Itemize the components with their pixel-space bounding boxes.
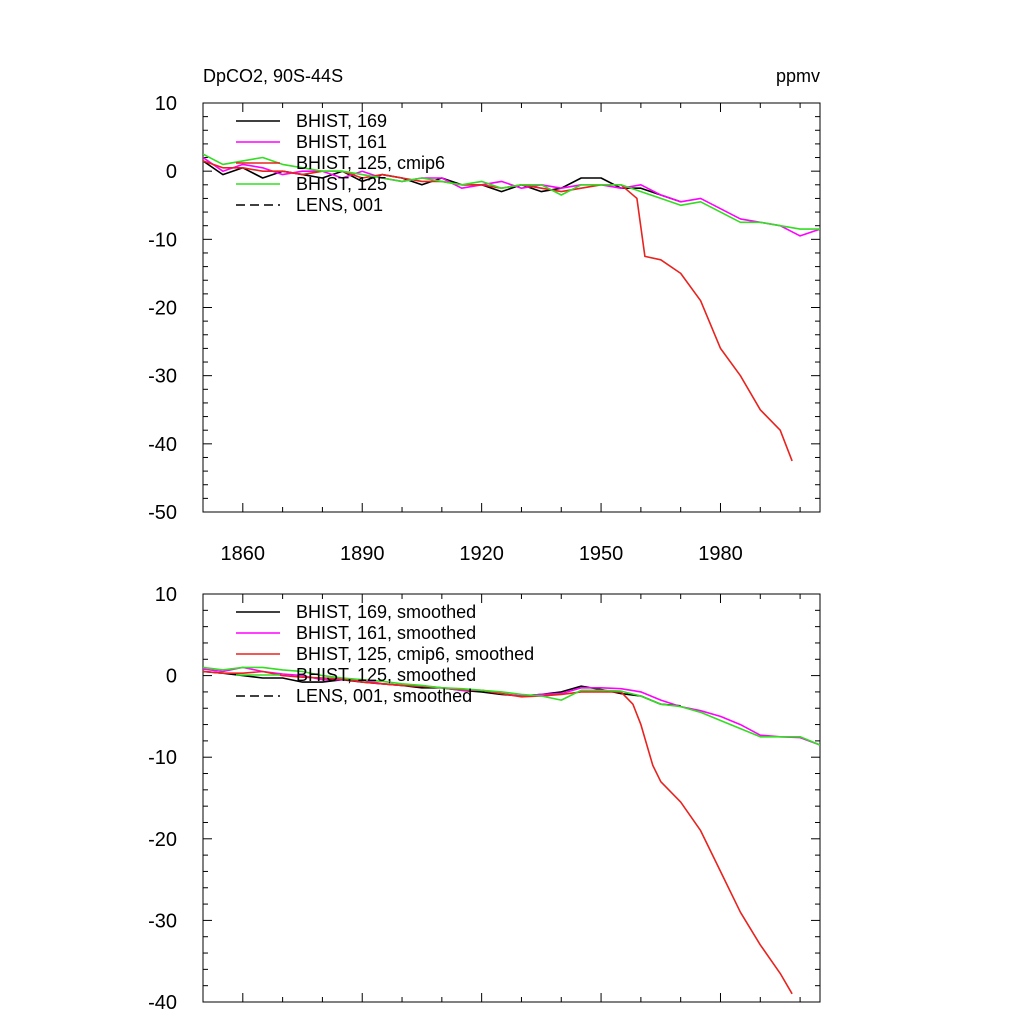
y-tick-label: -30 bbox=[148, 910, 177, 932]
x-tick-label: 1950 bbox=[579, 543, 624, 565]
legend-label: BHIST, 125, cmip6, smoothed bbox=[296, 644, 534, 664]
plot-frame bbox=[202, 593, 821, 1003]
y-tick-label: -10 bbox=[148, 229, 177, 251]
series-line-4 bbox=[203, 666, 820, 746]
y-tick-label: -20 bbox=[148, 829, 177, 851]
legend-label: BHIST, 161, smoothed bbox=[296, 623, 476, 643]
series-line-3 bbox=[203, 670, 793, 995]
y-tick-label: 0 bbox=[166, 161, 177, 183]
series-line-3 bbox=[203, 160, 793, 462]
y-tick-label: -30 bbox=[148, 366, 177, 388]
legend-label: LENS, 001, smoothed bbox=[296, 686, 472, 706]
y-tick-label: -40 bbox=[148, 434, 177, 456]
legend-label: LENS, 001 bbox=[296, 195, 383, 215]
series-line-2 bbox=[203, 156, 820, 237]
y-tick-label: -50 bbox=[148, 502, 177, 524]
x-tick-label: 1920 bbox=[459, 543, 504, 565]
legend-label: BHIST, 169 bbox=[296, 111, 387, 131]
chart-title: DpCO2, 90S-44S bbox=[203, 66, 343, 86]
units-label: ppmv bbox=[776, 66, 820, 86]
y-tick-label: -40 bbox=[148, 992, 177, 1014]
y-tick-label: 10 bbox=[155, 93, 177, 115]
legend-label: BHIST, 169, smoothed bbox=[296, 602, 476, 622]
panel-1: DpCO2, 90S-44S ppmv 10 0 -10 -20 -30 -40 -50 1860… bbox=[148, 66, 821, 565]
y-tick-label: -20 bbox=[148, 298, 177, 320]
y-tick-label: -10 bbox=[148, 747, 177, 769]
legend-label: BHIST, 125 bbox=[296, 174, 387, 194]
legend-label: BHIST, 161 bbox=[296, 132, 387, 152]
x-tick-label: 1980 bbox=[698, 543, 743, 565]
x-tick-label: 1860 bbox=[221, 543, 266, 565]
x-tick-label: 1890 bbox=[340, 543, 385, 565]
legend-label: BHIST, 125, smoothed bbox=[296, 665, 476, 685]
legend-label: BHIST, 125, cmip6 bbox=[296, 153, 445, 173]
y-tick-label: 10 bbox=[155, 584, 177, 606]
series-line-4 bbox=[203, 153, 820, 230]
y-tick-label: 0 bbox=[166, 666, 177, 688]
